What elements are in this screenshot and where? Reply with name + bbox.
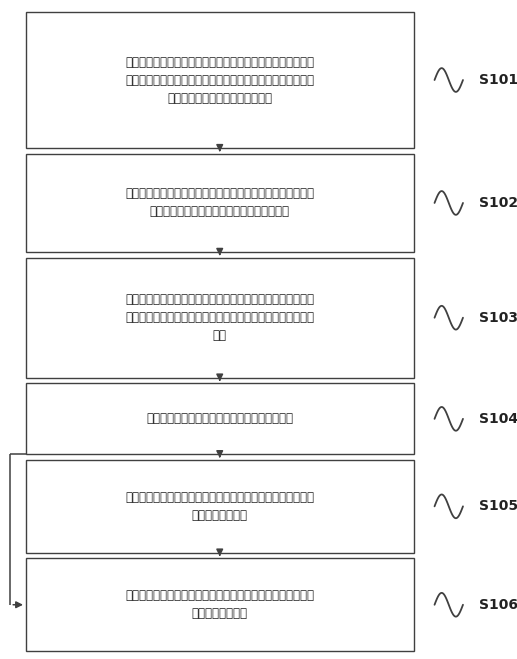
Text: S101: S101 [479, 73, 517, 87]
FancyBboxPatch shape [26, 460, 414, 553]
Text: S106: S106 [479, 598, 517, 612]
Text: S103: S103 [479, 310, 517, 325]
Text: 实时进行亮度检测，生成实时光亮度，将所述实时光亮度与预
设的标准光亮度进行比较，生成亮度比较结果: 实时进行亮度检测，生成实时光亮度，将所述实时光亮度与预 设的标准光亮度进行比较，… [125, 187, 314, 218]
Text: S105: S105 [479, 500, 517, 513]
Text: 对顾客的位置进行实时监测，生成实时位置数据: 对顾客的位置进行实时监测，生成实时位置数据 [146, 413, 293, 425]
FancyBboxPatch shape [26, 384, 414, 454]
Text: 根据所述实时位置数据和所述辅助灯光指引信号进行公共阵列
灯光随动辅助指引: 根据所述实时位置数据和所述辅助灯光指引信号进行公共阵列 灯光随动辅助指引 [125, 589, 314, 620]
Text: 获取顾客的身份信息，根据所述身份信息生成入住信息，并根
据所述入住信息生成欢迎灯光控制信号，按照所述欢迎灯光控
制信号进行前台阵列灯光智能控制: 获取顾客的身份信息，根据所述身份信息生成入住信息，并根 据所述入住信息生成欢迎灯… [125, 55, 314, 105]
Text: 根据所述实时位置数据和所述照明灯光指引信号进行公共阵列
灯光路线照明指引: 根据所述实时位置数据和所述照明灯光指引信号进行公共阵列 灯光路线照明指引 [125, 491, 314, 522]
FancyBboxPatch shape [26, 258, 414, 378]
FancyBboxPatch shape [26, 12, 414, 148]
Text: S102: S102 [479, 196, 517, 210]
Text: 根据所述入住信息生成灯光指引路线，综合所述灯光指引路线
和所述亮度比较结果，生成照明灯光指引信号或辅助灯光指引
信号: 根据所述入住信息生成灯光指引路线，综合所述灯光指引路线 和所述亮度比较结果，生成… [125, 293, 314, 342]
FancyBboxPatch shape [26, 154, 414, 252]
Text: S104: S104 [479, 412, 517, 426]
FancyBboxPatch shape [26, 558, 414, 651]
